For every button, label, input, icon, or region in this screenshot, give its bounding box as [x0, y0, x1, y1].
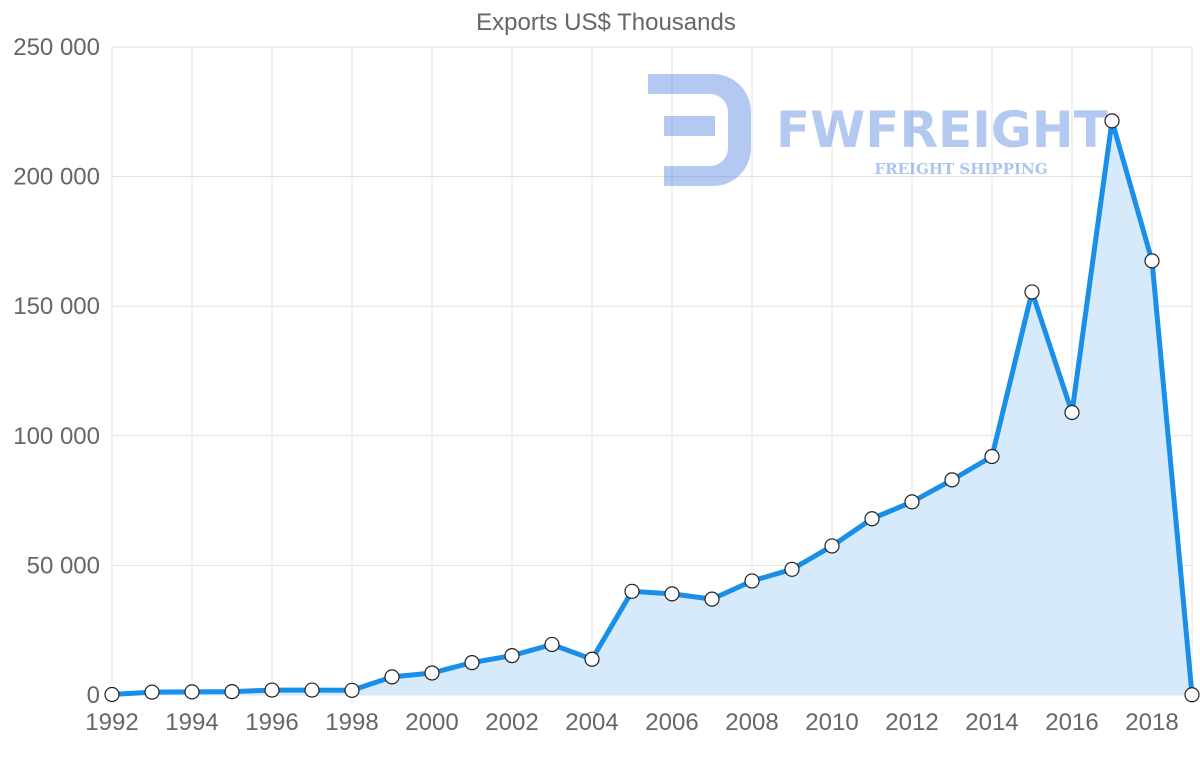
data-point-2013[interactable] — [944, 472, 960, 488]
x-tick-label: 2002 — [485, 709, 538, 736]
data-point-2010[interactable] — [824, 538, 840, 554]
data-point-1998[interactable] — [344, 682, 360, 698]
data-point-1993[interactable] — [144, 684, 160, 700]
data-point-2019[interactable] — [1184, 687, 1200, 703]
x-tick-label: 1996 — [245, 709, 298, 736]
x-tick-label: 2010 — [805, 709, 858, 736]
x-tick-label: 1994 — [165, 709, 218, 736]
x-tick-label: 2012 — [885, 709, 938, 736]
x-axis-ticks: 1992 1994 1996 1998 2000 2002 2004 2006 2008 2010… — [85, 709, 1178, 736]
series-line — [111, 118, 1195, 697]
data-point-2015[interactable] — [1024, 284, 1040, 300]
data-point-2011[interactable] — [864, 511, 880, 527]
data-point-1992[interactable] — [104, 686, 120, 703]
x-tick-label: 2000 — [405, 709, 458, 736]
y-axis-ticks: 0 50 000 100 000 150 000 200 000 250 000 — [13, 34, 100, 709]
x-tick-label: 2018 — [1125, 709, 1178, 736]
data-point-1997[interactable] — [304, 682, 320, 698]
y-tick-label: 150 000 — [13, 293, 100, 320]
watermark-brand: FWFREIGHT — [776, 101, 1108, 159]
x-tick-label: 2006 — [645, 709, 698, 736]
data-point-2012[interactable] — [904, 494, 920, 510]
y-tick-label: 50 000 — [27, 552, 100, 579]
x-tick-label: 2008 — [725, 709, 778, 736]
y-tick-label: 250 000 — [13, 34, 100, 61]
chart-title: Exports US$ Thousands — [476, 9, 736, 36]
data-point-2002[interactable] — [504, 648, 520, 664]
data-point-1996[interactable] — [264, 682, 280, 698]
data-point-2009[interactable] — [784, 561, 800, 577]
data-point-2006[interactable] — [664, 586, 680, 602]
x-tick-label: 2014 — [965, 709, 1018, 736]
y-tick-label: 100 000 — [13, 423, 100, 450]
data-point-2016[interactable] — [1064, 404, 1080, 421]
data-point-2017[interactable] — [1104, 113, 1120, 129]
data-point-1994[interactable] — [184, 684, 200, 700]
data-point-2007[interactable] — [704, 591, 720, 607]
watermark-logo: FWFREIGHT FREIGHT SHIPPING — [648, 74, 1108, 186]
x-tick-label: 1998 — [325, 709, 378, 736]
y-tick-label: 200 000 — [13, 164, 100, 191]
data-point-2014[interactable] — [984, 448, 1000, 465]
y-tick-label: 0 — [87, 682, 100, 709]
logo-icon — [648, 74, 751, 186]
data-points — [104, 113, 1200, 703]
watermark-tagline: FREIGHT SHIPPING — [874, 160, 1047, 178]
x-tick-label: 2004 — [565, 709, 618, 736]
data-point-2005[interactable] — [624, 583, 640, 599]
data-point-1995[interactable] — [224, 684, 240, 700]
data-point-2018[interactable] — [1144, 253, 1160, 269]
x-tick-label: 2016 — [1045, 709, 1098, 736]
data-point-2008[interactable] — [744, 573, 760, 589]
data-point-1999[interactable] — [384, 669, 400, 685]
data-point-2003[interactable] — [544, 636, 560, 653]
data-point-2004[interactable] — [584, 651, 600, 667]
series-area — [112, 120, 1192, 695]
x-tick-label: 1992 — [85, 709, 138, 736]
data-point-2000[interactable] — [424, 665, 440, 681]
data-point-2001[interactable] — [464, 654, 480, 671]
